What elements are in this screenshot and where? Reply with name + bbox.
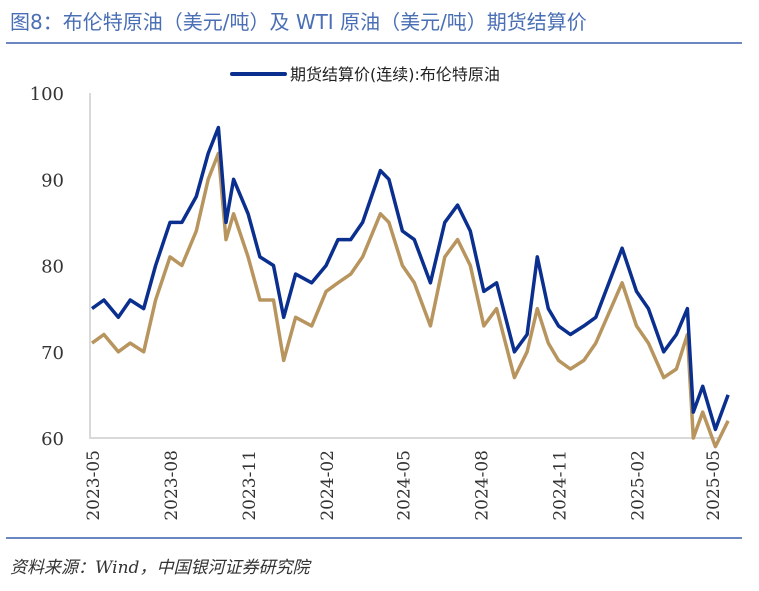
x-tick-label: 2024-05 [394,450,414,521]
chart-title: 图8：布伦特原油（美元/吨）及 WTI 原油（美元/吨）期货结算价 [10,10,587,34]
source-rule [6,537,742,539]
x-tick-label: 2024-02 [318,450,338,521]
x-tick-label: 2023-08 [162,450,182,521]
source-note: 资料来源：Wind，中国银河证券研究院 [10,558,310,578]
y-tick-label: 100 [30,84,64,105]
y-tick-label: 70 [41,343,64,364]
x-tick-label: 2024-11 [550,450,570,521]
series-line-1 [90,151,730,449]
x-tick-label: 2023-11 [240,450,260,521]
x-tick-label: 2024-08 [472,450,492,521]
axis-frame [89,93,720,439]
x-tick-label: 2023-05 [84,450,104,521]
y-tick-label: 60 [41,429,64,450]
x-tick-label: 2025-05 [704,450,724,521]
x-tick-label: 2025-02 [629,450,649,521]
y-tick-label: 90 [41,170,64,191]
legend-label: 期货结算价(连续):布伦特原油 [290,65,500,84]
title-rule [6,42,742,44]
y-tick-label: 80 [41,257,64,278]
